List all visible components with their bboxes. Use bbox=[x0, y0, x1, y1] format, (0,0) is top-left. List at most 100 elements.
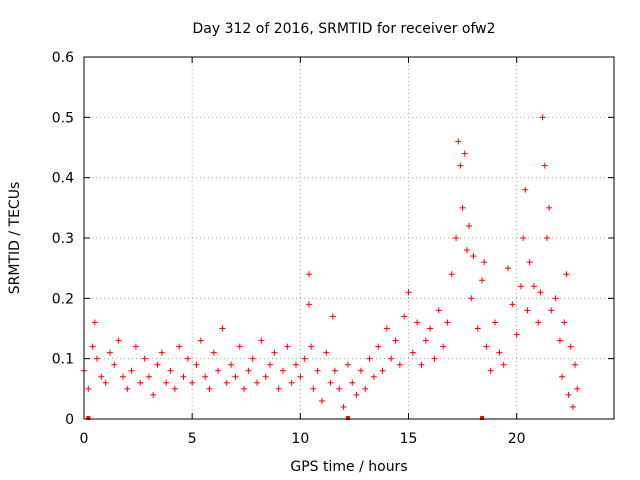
data-point bbox=[89, 343, 96, 350]
data-point bbox=[401, 313, 408, 320]
y-tick-label: 0.4 bbox=[52, 171, 74, 187]
data-point bbox=[258, 337, 265, 344]
data-point bbox=[422, 337, 429, 344]
data-point bbox=[336, 385, 343, 392]
data-point bbox=[232, 373, 239, 380]
data-point bbox=[457, 162, 464, 169]
data-point bbox=[435, 307, 442, 314]
x-tick-label: 20 bbox=[508, 431, 526, 447]
data-point bbox=[323, 349, 330, 356]
data-point bbox=[331, 367, 338, 374]
data-point bbox=[98, 373, 105, 380]
data-point bbox=[249, 355, 256, 362]
data-point bbox=[262, 373, 269, 380]
data-point bbox=[314, 367, 321, 374]
data-point bbox=[561, 319, 568, 326]
data-point bbox=[223, 379, 230, 386]
data-point bbox=[284, 343, 291, 350]
data-point bbox=[115, 337, 122, 344]
data-point bbox=[184, 355, 191, 362]
data-point bbox=[517, 283, 524, 290]
data-point bbox=[396, 361, 403, 368]
grid-lines bbox=[84, 57, 614, 419]
zero-value-marker bbox=[86, 416, 91, 420]
data-point bbox=[524, 307, 531, 314]
data-point bbox=[559, 373, 566, 380]
data-point bbox=[453, 235, 460, 241]
data-point bbox=[305, 301, 312, 308]
data-point bbox=[280, 367, 287, 374]
data-point bbox=[539, 114, 546, 121]
data-point bbox=[327, 379, 334, 386]
data-point bbox=[210, 349, 217, 356]
data-point bbox=[245, 367, 252, 374]
y-tick-label: 0.1 bbox=[52, 352, 74, 368]
data-point bbox=[132, 343, 139, 350]
data-point bbox=[500, 361, 507, 368]
data-point bbox=[228, 361, 235, 368]
data-point bbox=[548, 307, 555, 314]
data-point bbox=[375, 343, 382, 350]
data-point bbox=[414, 319, 421, 326]
data-point bbox=[344, 361, 351, 368]
data-point bbox=[329, 313, 336, 320]
data-point bbox=[158, 349, 165, 356]
data-point bbox=[106, 349, 113, 356]
data-point bbox=[567, 343, 574, 350]
data-point bbox=[530, 283, 537, 290]
data-point bbox=[487, 367, 494, 374]
y-tick-label: 0.6 bbox=[52, 50, 74, 66]
data-point bbox=[111, 361, 118, 368]
data-point bbox=[167, 367, 174, 374]
data-point bbox=[318, 397, 325, 404]
data-point bbox=[392, 337, 399, 344]
data-point bbox=[492, 319, 499, 326]
y-axis-label: SRMTID / TECUs bbox=[7, 182, 23, 295]
data-point bbox=[141, 355, 148, 362]
data-point bbox=[93, 355, 100, 362]
data-point bbox=[383, 325, 390, 332]
data-point bbox=[448, 271, 455, 278]
data-point bbox=[163, 379, 170, 386]
data-point bbox=[275, 385, 282, 392]
data-point bbox=[102, 379, 109, 386]
x-tick-label: 0 bbox=[80, 431, 89, 447]
data-point bbox=[481, 259, 488, 266]
data-point bbox=[522, 186, 529, 193]
data-point bbox=[474, 325, 481, 332]
data-point bbox=[197, 337, 204, 344]
data-point bbox=[171, 385, 178, 392]
data-point bbox=[513, 331, 520, 338]
data-point bbox=[215, 367, 222, 374]
y-tick-label: 0.5 bbox=[52, 110, 74, 126]
x-tick-label: 15 bbox=[400, 431, 418, 447]
zero-value-marker bbox=[480, 416, 485, 420]
data-point bbox=[305, 271, 312, 278]
data-point bbox=[288, 379, 295, 386]
data-point bbox=[418, 361, 425, 368]
data-point bbox=[496, 349, 503, 356]
data-point bbox=[297, 373, 304, 380]
data-point bbox=[444, 319, 451, 326]
y-tick-label: 0 bbox=[65, 412, 74, 428]
data-point bbox=[574, 385, 581, 392]
data-point bbox=[427, 325, 434, 332]
data-point bbox=[308, 343, 315, 350]
data-point bbox=[455, 138, 462, 145]
data-point bbox=[466, 222, 473, 229]
data-point bbox=[206, 385, 213, 392]
data-point bbox=[85, 385, 92, 392]
data-point bbox=[267, 361, 274, 368]
data-point bbox=[520, 235, 527, 241]
data-point bbox=[154, 361, 161, 368]
data-point bbox=[145, 373, 152, 380]
axis-ticks bbox=[83, 56, 614, 420]
data-point bbox=[569, 403, 576, 410]
data-point bbox=[459, 204, 466, 211]
data-point bbox=[461, 150, 468, 157]
data-point bbox=[505, 265, 511, 272]
data-point bbox=[254, 379, 261, 386]
data-point bbox=[202, 373, 209, 380]
x-axis-label: GPS time / hours bbox=[290, 459, 407, 475]
data-point bbox=[370, 373, 377, 380]
